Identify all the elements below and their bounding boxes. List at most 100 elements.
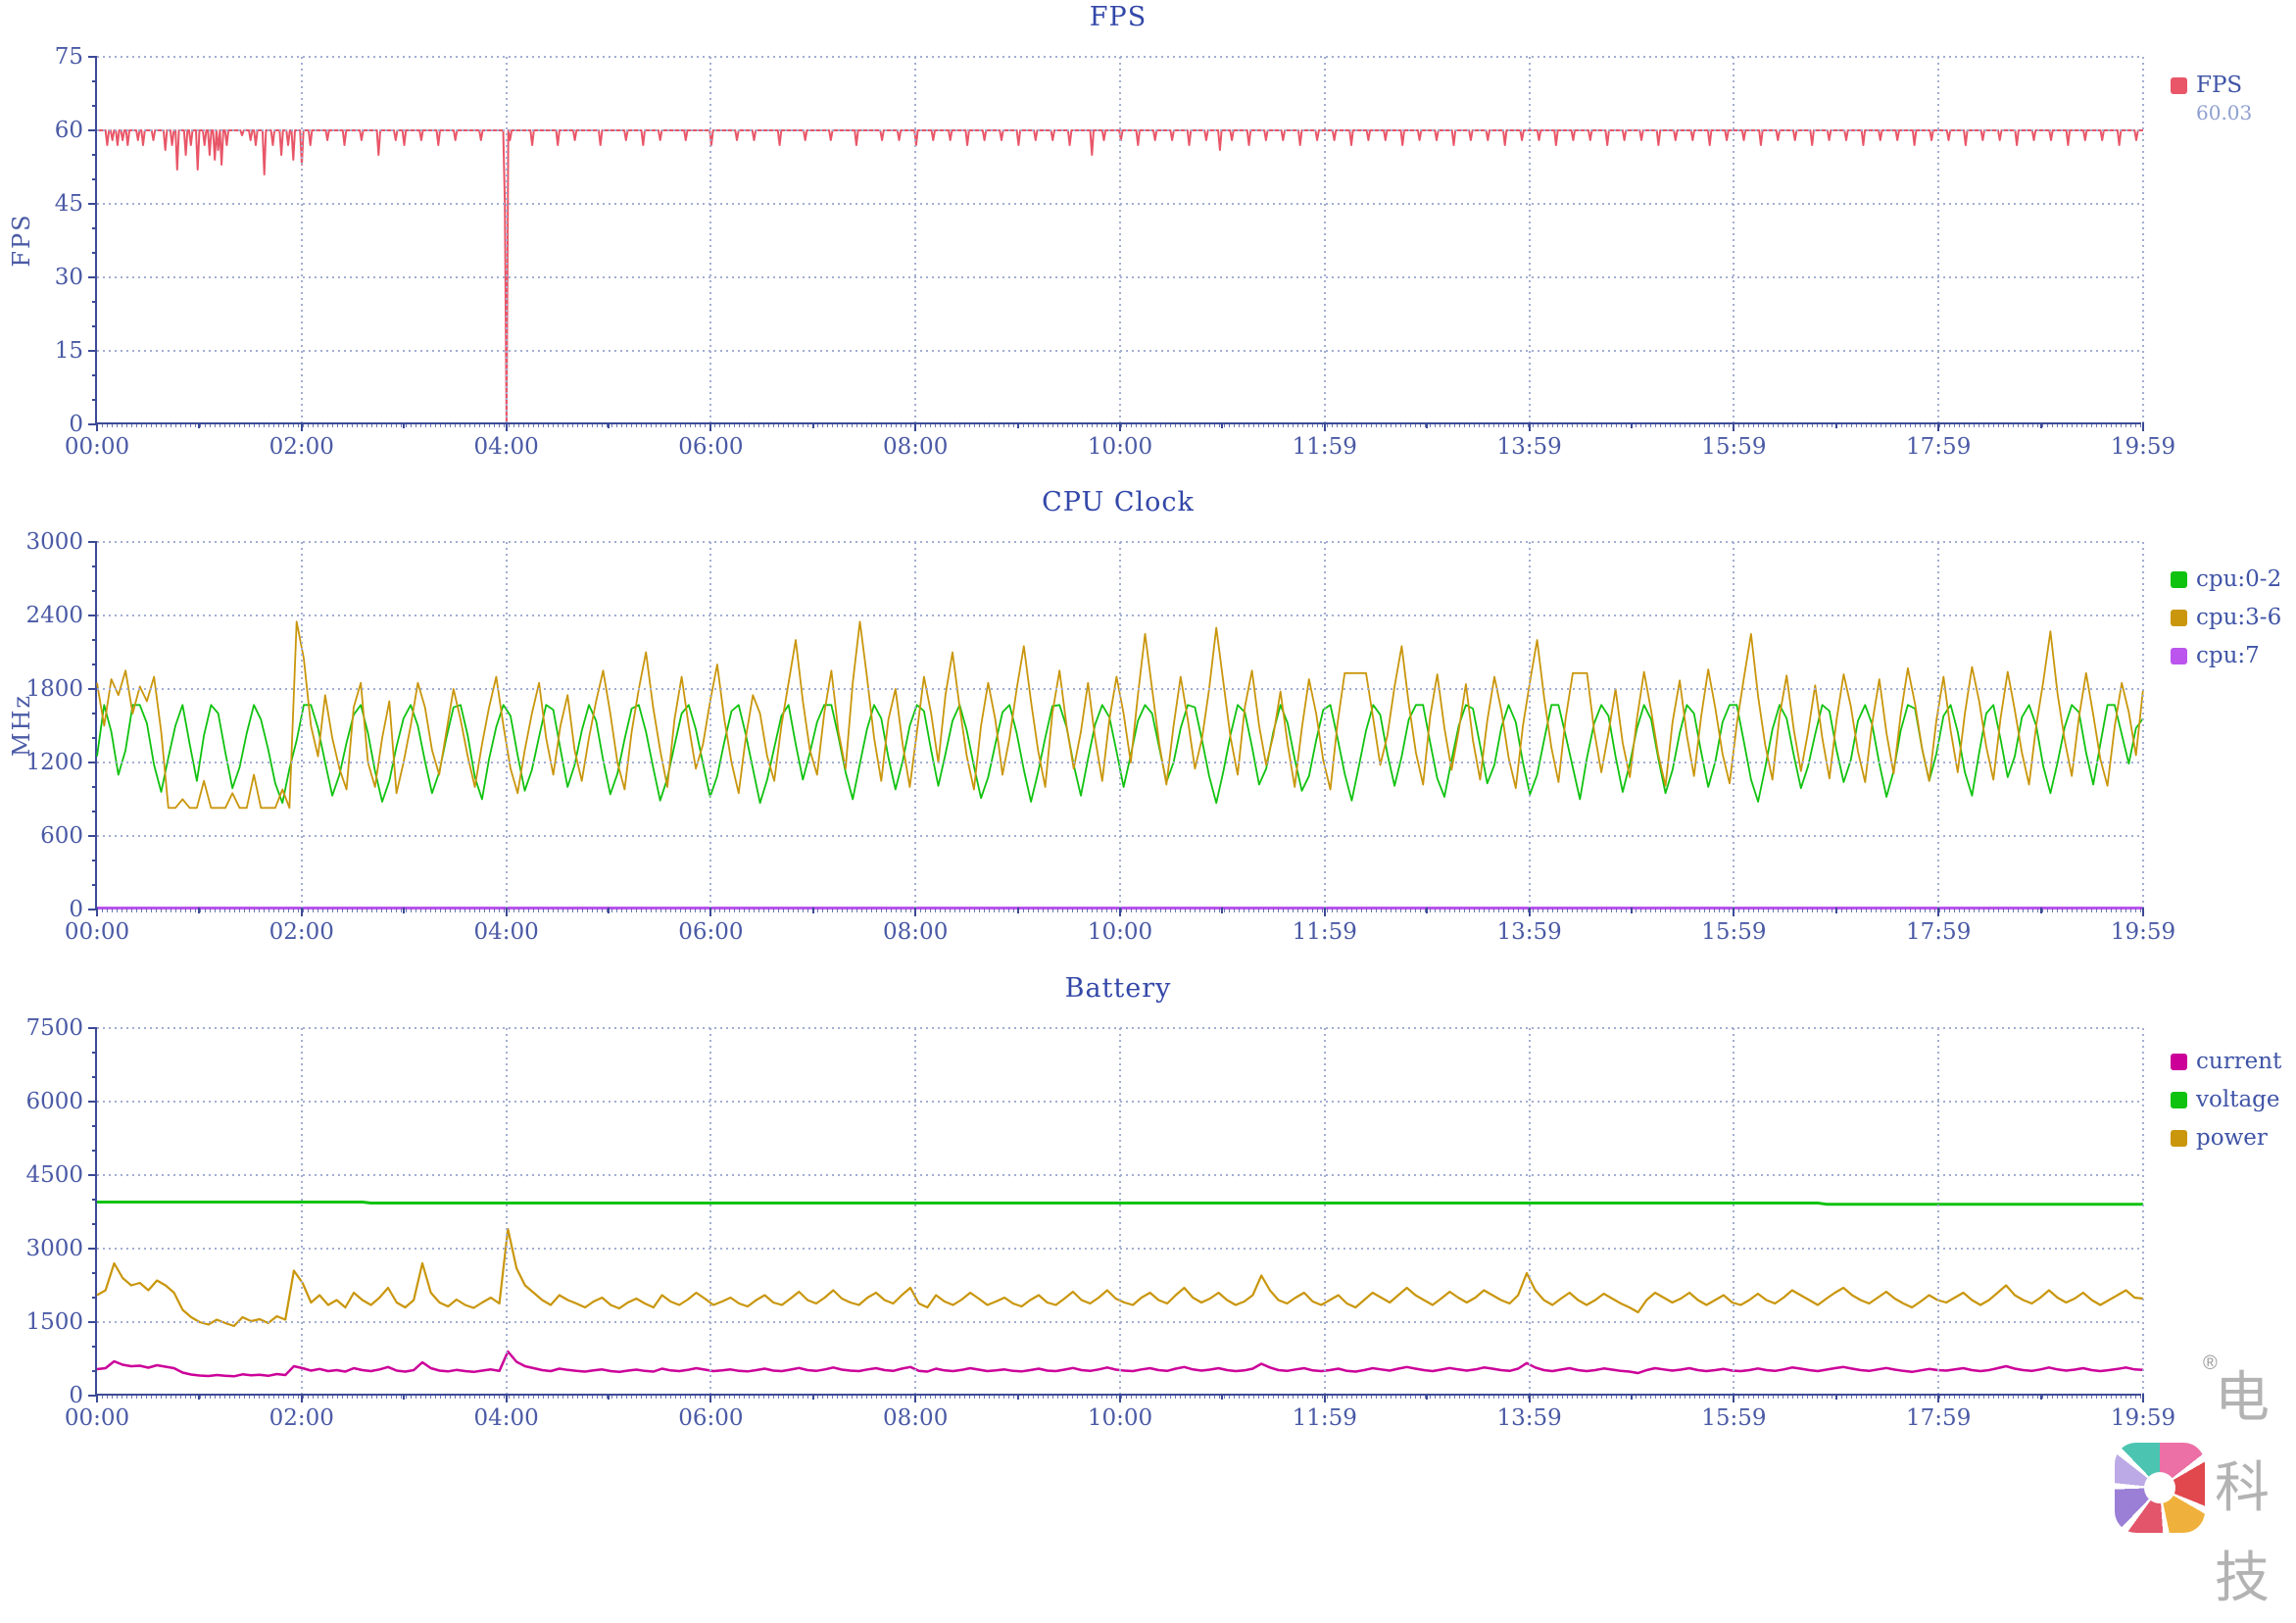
y-tick-label: 600 bbox=[40, 823, 83, 849]
y-tick-mark bbox=[88, 909, 97, 910]
fps-y-axis-label: FPS bbox=[8, 213, 35, 268]
x-minor-tick-mark bbox=[1834, 1394, 1837, 1400]
y-minor-tick-mark bbox=[92, 1052, 97, 1054]
x-tick-mark bbox=[1323, 422, 1326, 431]
y-minor-tick-mark bbox=[92, 399, 97, 401]
x-tick-mark bbox=[914, 908, 917, 916]
grid-line-vertical bbox=[300, 1028, 303, 1394]
x-minor-tick-mark bbox=[811, 1394, 814, 1400]
grid-line-vertical bbox=[505, 57, 508, 422]
y-tick-label: 45 bbox=[54, 191, 83, 217]
brand-logo-icon bbox=[2115, 1443, 2205, 1533]
y-tick-mark bbox=[88, 1174, 97, 1176]
battery-legend: current voltage power bbox=[2171, 1049, 2296, 1163]
y-tick-label: 1800 bbox=[25, 676, 83, 702]
grid-line-horizontal bbox=[97, 1248, 2141, 1250]
x-tick-label: 04:00 bbox=[473, 919, 539, 945]
grid-line-horizontal bbox=[97, 835, 2141, 837]
y-tick-label: 0 bbox=[69, 412, 83, 437]
x-tick-mark bbox=[1119, 1394, 1121, 1402]
grid-line-vertical bbox=[2142, 542, 2144, 908]
x-tick-label: 08:00 bbox=[883, 1405, 949, 1431]
x-tick-label: 11:59 bbox=[1292, 434, 1357, 460]
legend-swatch bbox=[2171, 570, 2187, 588]
x-minor-tick-mark bbox=[811, 422, 814, 428]
x-minor-tick-mark bbox=[1631, 1394, 1633, 1400]
y-tick-mark bbox=[88, 541, 97, 543]
x-tick-mark bbox=[1528, 422, 1531, 431]
grid-line-vertical bbox=[914, 1028, 917, 1394]
x-tick-mark bbox=[1323, 1394, 1326, 1402]
x-minor-tick-mark bbox=[1426, 908, 1429, 913]
legend-label: cpu:0-2 bbox=[2196, 566, 2282, 592]
cpu-chart-title: CPU Clock bbox=[1042, 487, 1195, 517]
y-minor-tick-mark bbox=[92, 737, 97, 739]
y-minor-tick-mark bbox=[92, 566, 97, 567]
grid-line-horizontal bbox=[97, 276, 2141, 278]
x-tick-label: 10:00 bbox=[1087, 919, 1153, 945]
x-tick-mark bbox=[1937, 1394, 1940, 1402]
y-tick-label: 75 bbox=[54, 44, 83, 70]
x-tick-label: 19:59 bbox=[2110, 434, 2176, 460]
x-minor-tick-mark bbox=[1016, 422, 1019, 428]
y-minor-tick-mark bbox=[92, 884, 97, 886]
legend-item: FPS bbox=[2171, 73, 2296, 98]
x-tick-label: 04:00 bbox=[473, 434, 539, 460]
grid-line-horizontal bbox=[97, 1101, 2141, 1103]
y-tick-label: 60 bbox=[54, 118, 83, 143]
legend-label: current bbox=[2196, 1049, 2282, 1074]
x-minor-tick-mark bbox=[2039, 422, 2042, 428]
y-tick-mark bbox=[88, 688, 97, 690]
x-minor-tick-mark bbox=[2039, 1394, 2042, 1400]
legend-swatch bbox=[2171, 647, 2187, 664]
x-tick-mark bbox=[1323, 908, 1326, 916]
y-minor-tick-mark bbox=[92, 860, 97, 861]
x-tick-label: 15:59 bbox=[1701, 919, 1767, 945]
grid-line-horizontal bbox=[97, 541, 2141, 543]
y-tick-label: 0 bbox=[69, 1383, 83, 1408]
y-tick-mark bbox=[88, 56, 97, 58]
grid-line-vertical bbox=[1119, 1028, 1121, 1394]
x-minor-tick-mark bbox=[1016, 908, 1019, 913]
x-tick-mark bbox=[300, 908, 303, 916]
x-tick-label: 11:59 bbox=[1292, 919, 1357, 945]
x-minor-tick-mark bbox=[403, 908, 406, 913]
y-minor-tick-mark bbox=[92, 1346, 97, 1348]
x-minor-tick-mark bbox=[1221, 908, 1224, 913]
x-tick-label: 11:59 bbox=[1292, 1405, 1357, 1431]
x-minor-tick-mark bbox=[1426, 422, 1429, 428]
x-tick-mark bbox=[2142, 422, 2144, 431]
y-minor-tick-mark bbox=[92, 301, 97, 303]
grid-line-horizontal bbox=[97, 56, 2141, 58]
x-tick-label: 17:59 bbox=[1906, 434, 1972, 460]
x-tick-label: 02:00 bbox=[269, 1405, 334, 1431]
x-tick-label: 06:00 bbox=[678, 919, 744, 945]
x-tick-label: 13:59 bbox=[1496, 1405, 1562, 1431]
grid-line-vertical bbox=[2142, 1028, 2144, 1394]
fps-plot-area: 00:00 02:00 04:00 06:00 08:00 10:00 11:59 13:59… bbox=[55, 44, 2175, 460]
x-minor-tick-mark bbox=[1221, 422, 1224, 428]
x-tick-mark bbox=[1528, 1394, 1531, 1402]
x-tick-mark bbox=[1937, 908, 1940, 916]
grid-line-horizontal bbox=[97, 762, 2141, 763]
x-tick-mark bbox=[914, 1394, 917, 1402]
cpu-y-axis-label: MHz bbox=[8, 693, 35, 758]
grid-line-vertical bbox=[1937, 1028, 1940, 1394]
legend-label: cpu:7 bbox=[2196, 643, 2260, 668]
legend-label: voltage bbox=[2196, 1087, 2280, 1112]
x-tick-mark bbox=[2142, 1394, 2144, 1402]
x-tick-label: 17:59 bbox=[1906, 1405, 1972, 1431]
y-minor-tick-mark bbox=[92, 1076, 97, 1078]
grid-line-vertical bbox=[1323, 542, 1326, 908]
grid-line-vertical bbox=[1937, 57, 1940, 422]
legend-label: cpu:3-6 bbox=[2196, 605, 2282, 630]
legend-swatch bbox=[2171, 1129, 2187, 1147]
x-minor-tick-mark bbox=[1426, 1394, 1429, 1400]
grid-line-vertical bbox=[1733, 1028, 1735, 1394]
grid-line-horizontal bbox=[97, 688, 2141, 690]
grid-line-vertical bbox=[1528, 542, 1531, 908]
x-tick-label: 08:00 bbox=[883, 434, 949, 460]
y-minor-tick-mark bbox=[92, 252, 97, 254]
grid-line-vertical bbox=[1119, 542, 1121, 908]
x-tick-label: 00:00 bbox=[64, 1405, 130, 1431]
